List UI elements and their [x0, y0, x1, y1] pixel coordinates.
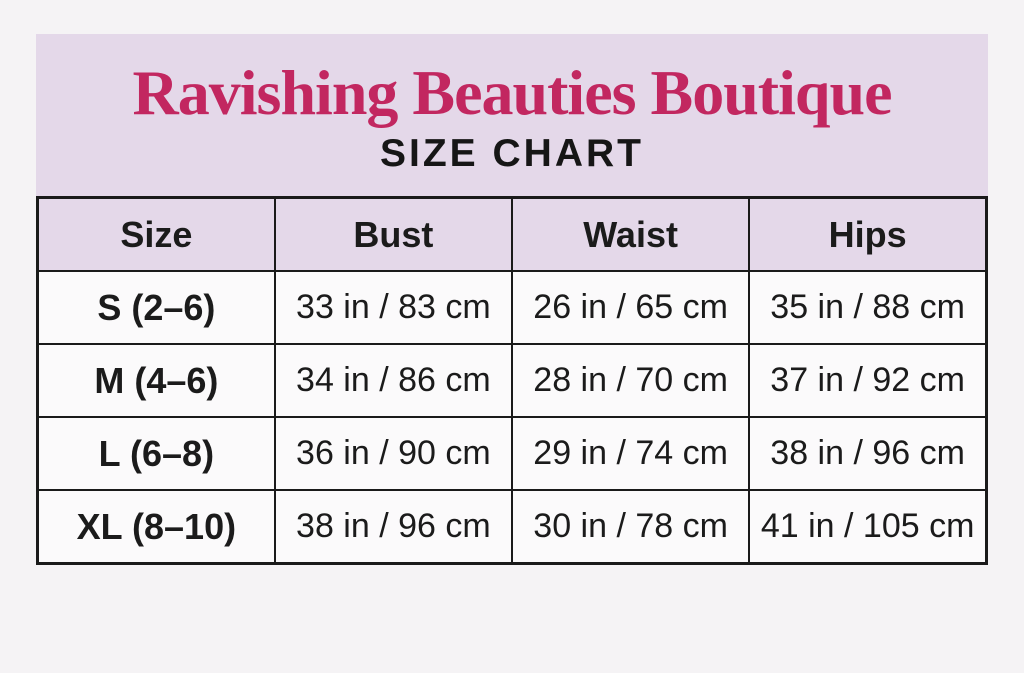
table-row-l: L (6–8) 36 in / 90 cm 29 in / 74 cm 38 i… — [36, 416, 988, 491]
cell-xl-waist: 30 in / 78 cm — [510, 489, 751, 565]
size-table: Size Bust Waist Hips S (2–6) 33 in / 83 … — [36, 196, 988, 565]
row-label-xl: XL (8–10) — [36, 489, 276, 565]
cell-l-hips: 38 in / 96 cm — [748, 416, 988, 491]
row-label-m: M (4–6) — [36, 343, 276, 418]
cell-s-bust: 33 in / 83 cm — [273, 270, 514, 345]
column-header-size: Size — [36, 196, 276, 272]
cell-m-hips: 37 in / 92 cm — [748, 343, 988, 418]
table-header-row: Size Bust Waist Hips — [36, 196, 988, 272]
row-label-s: S (2–6) — [36, 270, 276, 345]
size-chart-subtitle: SIZE CHART — [380, 132, 644, 176]
column-header-hips: Hips — [748, 196, 988, 272]
row-label-l: L (6–8) — [36, 416, 276, 491]
table-row-m: M (4–6) 34 in / 86 cm 28 in / 70 cm 37 i… — [36, 343, 988, 418]
column-header-bust: Bust — [273, 196, 514, 272]
brand-title: Ravishing Beauties Boutique — [132, 57, 893, 128]
cell-s-waist: 26 in / 65 cm — [510, 270, 751, 345]
table-row-s: S (2–6) 33 in / 83 cm 26 in / 65 cm 35 i… — [36, 270, 988, 345]
cell-m-waist: 28 in / 70 cm — [510, 343, 751, 418]
cell-xl-hips: 41 in / 105 cm — [748, 489, 988, 565]
cell-l-waist: 29 in / 74 cm — [510, 416, 751, 491]
header-panel: Ravishing Beauties Boutique SIZE CHART — [36, 34, 988, 196]
cell-xl-bust: 38 in / 96 cm — [273, 489, 514, 565]
cell-s-hips: 35 in / 88 cm — [748, 270, 988, 345]
table-row-xl: XL (8–10) 38 in / 96 cm 30 in / 78 cm 41… — [36, 489, 988, 565]
size-chart-sheet: Ravishing Beauties Boutique SIZE CHART S… — [36, 34, 988, 565]
cell-l-bust: 36 in / 90 cm — [273, 416, 514, 491]
column-header-waist: Waist — [510, 196, 751, 272]
cell-m-bust: 34 in / 86 cm — [273, 343, 514, 418]
